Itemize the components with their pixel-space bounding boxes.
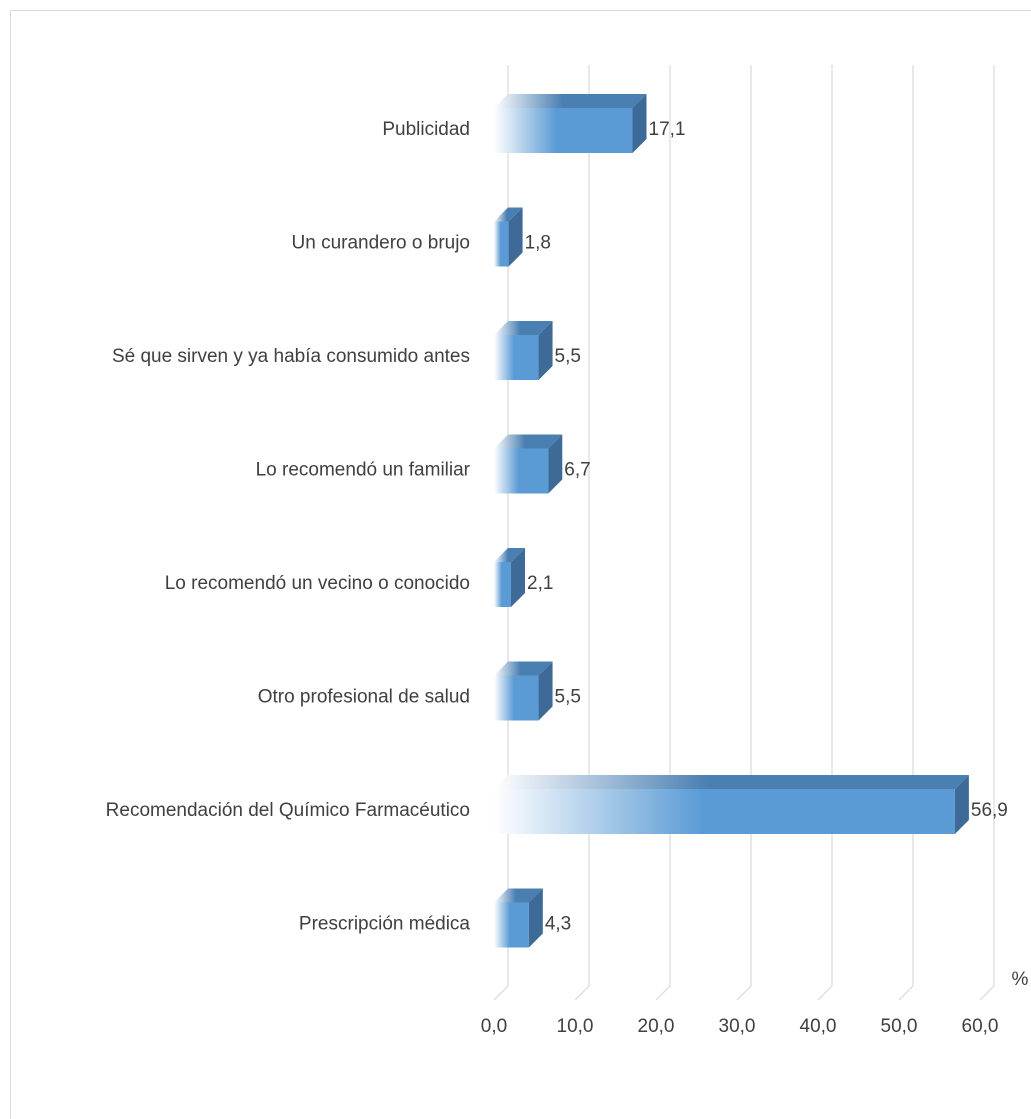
value-label: 56,9	[971, 800, 1008, 821]
y-tick-label: Otro profesional de salud	[258, 687, 470, 708]
bar	[494, 221, 509, 267]
chart-frame	[10, 10, 1031, 1119]
x-tick-label: 20,0	[638, 1016, 675, 1037]
x-tick-label: 50,0	[881, 1016, 918, 1037]
grid-line	[655, 985, 671, 1001]
grid-line	[817, 985, 833, 1001]
x-axis-label: %	[1012, 969, 1029, 990]
bar-top	[494, 548, 526, 562]
bar-side	[538, 661, 553, 721]
y-tick-label: Un curandero o brujo	[292, 233, 471, 254]
bar-side	[528, 888, 543, 948]
y-tick-label: Lo recomendó un familiar	[256, 460, 471, 481]
bar-side	[511, 548, 526, 607]
bar-side	[632, 94, 647, 153]
x-tick-label: 10,0	[557, 1016, 594, 1037]
y-tick-label: Sé que sirven y ya había consumido antes	[112, 346, 470, 367]
value-label: 17,1	[649, 119, 686, 140]
y-tick-label: Prescripción médica	[299, 914, 470, 935]
x-tick-label: 60,0	[962, 1016, 999, 1037]
y-tick-label: Publicidad	[382, 119, 470, 140]
value-label: 2,1	[527, 573, 553, 594]
x-tick-label: 0,0	[481, 1016, 507, 1037]
bar-top	[494, 207, 523, 222]
bar	[494, 448, 549, 494]
grid-line	[493, 985, 509, 1001]
bar-side	[954, 775, 969, 834]
grid-line	[574, 985, 590, 1001]
bar-top	[494, 888, 543, 903]
value-label: 4,3	[545, 914, 571, 935]
bar-top	[494, 661, 553, 676]
bar-top	[494, 94, 647, 108]
grid-line	[979, 985, 995, 1001]
y-tick-label: Recomendación del Químico Farmacéutico	[106, 800, 470, 821]
bar-side	[508, 207, 523, 267]
x-tick-label: 40,0	[800, 1016, 837, 1037]
y-tick-label: Lo recomendó un vecino o conocido	[165, 573, 470, 594]
bar-side	[548, 434, 563, 494]
bar	[494, 902, 529, 948]
bar-top	[494, 775, 969, 789]
grid-line	[736, 985, 752, 1001]
bar-top	[494, 434, 563, 449]
value-label: 6,7	[564, 460, 590, 481]
bar-side	[538, 321, 553, 380]
x-tick-label: 30,0	[719, 1016, 756, 1037]
bar-top	[494, 321, 553, 335]
value-label: 5,5	[555, 346, 581, 367]
grid-line	[898, 985, 914, 1001]
bar	[494, 675, 539, 721]
value-label: 1,8	[525, 233, 551, 254]
bar	[494, 108, 633, 153]
bar	[494, 562, 512, 607]
bar	[494, 335, 539, 380]
bar	[494, 789, 955, 834]
value-label: 5,5	[555, 687, 581, 708]
